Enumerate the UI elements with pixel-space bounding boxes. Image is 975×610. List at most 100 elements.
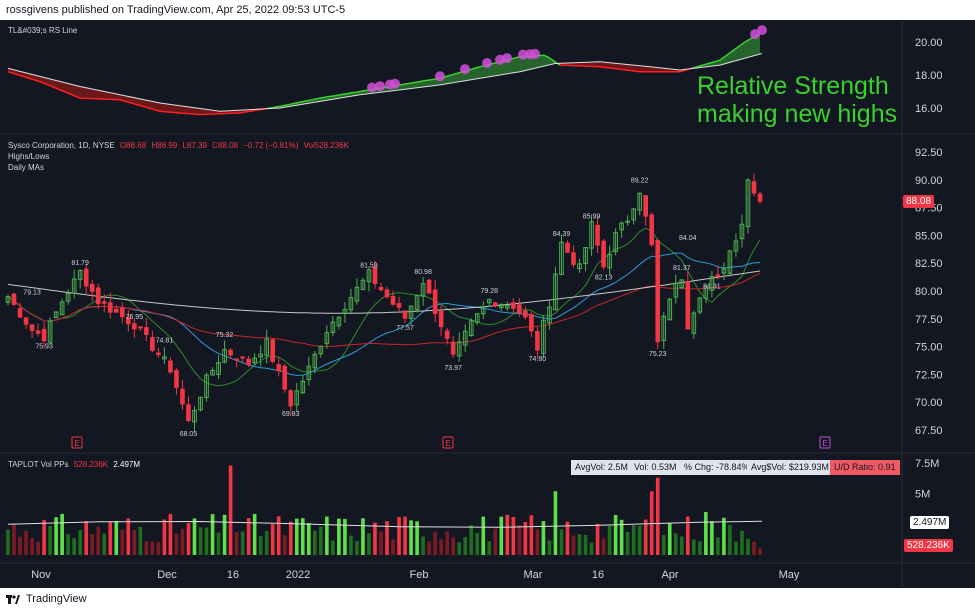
- candle-body: [697, 297, 703, 313]
- volume-bar: [517, 524, 522, 555]
- candle-body: [228, 349, 233, 356]
- candle-body: [619, 222, 624, 231]
- candle-body: [703, 285, 709, 299]
- rs-line: [7, 70, 269, 116]
- volume-bar: [288, 521, 293, 555]
- high-low-label: 79.13: [23, 290, 41, 297]
- earnings-marker-label: E: [445, 439, 450, 448]
- candle-body: [144, 327, 149, 335]
- high-low-label: 81.37: [673, 265, 691, 272]
- volume-bar: [535, 529, 540, 555]
- candle-body: [468, 320, 474, 337]
- volume-bar: [704, 512, 708, 555]
- rs-y-tick: 16.00: [915, 103, 943, 115]
- candle-body: [83, 268, 89, 287]
- volume-bar: [493, 528, 498, 555]
- candle-body: [53, 311, 59, 319]
- volume-bar: [469, 525, 474, 555]
- volume-bar: [427, 541, 431, 555]
- rs-negative-area: [560, 61, 692, 72]
- earnings-marker-icon: [819, 436, 831, 449]
- x-axis-label: 2022: [286, 569, 310, 581]
- price-y-tick: 92.50: [915, 147, 943, 159]
- rs-annotation-line1: Relative Strength: [697, 72, 889, 100]
- volume-bar: [529, 515, 534, 555]
- high-low-label: 75.23: [649, 351, 667, 358]
- candle-body: [757, 193, 763, 202]
- rs-negative-area: [8, 68, 268, 115]
- candle-body: [751, 181, 757, 194]
- candle-body: [673, 282, 679, 298]
- high-low-label: 77.57: [396, 325, 414, 332]
- high-low-label: 74.81: [156, 338, 174, 345]
- volume-indicator-label: TAPLOT Vol PPs: [8, 460, 69, 469]
- candle-body: [35, 330, 41, 334]
- volume-bar: [746, 538, 750, 555]
- volume-bar: [577, 534, 582, 555]
- candle-body: [529, 313, 534, 332]
- volume-bar: [192, 518, 197, 555]
- candle-body: [186, 404, 191, 421]
- high-low-label: 82.13: [595, 274, 613, 281]
- volume-indicator-row: TAPLOT Vol PPs 528.236K 2.497M: [8, 460, 140, 469]
- rs-new-high-marker: [482, 58, 492, 69]
- x-axis-label: May: [779, 569, 800, 581]
- volume-value: Vol528.236K: [303, 141, 349, 150]
- candle-body: [330, 321, 336, 333]
- volume-bar: [463, 537, 468, 555]
- volume-bar: [445, 531, 449, 555]
- candle-body: [607, 254, 612, 269]
- volume-bar: [84, 521, 89, 555]
- candle-body: [132, 323, 137, 330]
- volume-bar: [619, 519, 624, 555]
- daily-mas-indicator: Daily MAs: [8, 163, 45, 172]
- candle-body: [625, 220, 630, 223]
- high-low-label: 85.99: [583, 213, 601, 220]
- candle-body: [655, 240, 661, 343]
- volume-bar: [240, 531, 245, 555]
- candle-body: [17, 308, 23, 318]
- candle-body: [480, 306, 486, 315]
- volume-bar: [523, 521, 528, 555]
- volume-bar: [571, 535, 576, 555]
- earnings-marker-label: E: [822, 439, 827, 448]
- high-low-label: 76.95: [126, 314, 144, 321]
- volume-bar: [234, 532, 239, 555]
- high-low-label: 81.31: [703, 283, 721, 290]
- high-low-label: 80.98: [414, 269, 432, 276]
- volume-bar: [252, 513, 257, 555]
- volume-bar: [325, 516, 329, 555]
- volume-bar: [174, 533, 179, 555]
- candle-body: [444, 330, 450, 339]
- candle-body: [23, 317, 29, 325]
- rs-positive-area: [692, 33, 760, 69]
- volume-bar: [565, 521, 570, 555]
- candle-body: [727, 250, 733, 274]
- volume-bar: [108, 521, 113, 555]
- volume-bar: [583, 534, 588, 555]
- candle-body: [649, 214, 655, 246]
- candle-body: [270, 339, 276, 362]
- volume-bar: [481, 516, 486, 555]
- volume-bar: [222, 514, 227, 555]
- volume-bar: [18, 536, 22, 555]
- volume-bar: [710, 521, 714, 555]
- volume-bar: [282, 535, 287, 555]
- volume-average-line: [7, 520, 763, 528]
- avg-volume-tag: 2.497M: [910, 516, 950, 529]
- volume-bar: [42, 519, 46, 555]
- candle-body: [366, 269, 372, 283]
- high-low-label: 84.39: [553, 231, 571, 238]
- volume-bar: [270, 524, 275, 555]
- volume-bar: [54, 517, 58, 555]
- candle-body: [95, 287, 101, 305]
- symbol-name: Sysco Corporation, 1D, NYSE: [8, 141, 115, 150]
- chart-canvas[interactable]: 81.79 79.13 75.93 76.95 74.81 68.05 75.32 69.83…: [0, 20, 975, 588]
- volume-bar: [686, 516, 690, 555]
- candle-body: [426, 279, 432, 294]
- candle-body: [336, 316, 342, 327]
- volume-bar: [631, 525, 636, 555]
- rs-new-high-marker: [375, 81, 385, 92]
- candle-body: [541, 319, 546, 355]
- candle-body: [354, 286, 360, 302]
